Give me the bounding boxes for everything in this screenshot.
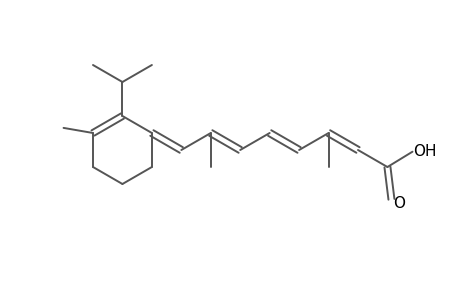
Text: OH: OH (413, 144, 436, 159)
Text: O: O (392, 196, 404, 211)
